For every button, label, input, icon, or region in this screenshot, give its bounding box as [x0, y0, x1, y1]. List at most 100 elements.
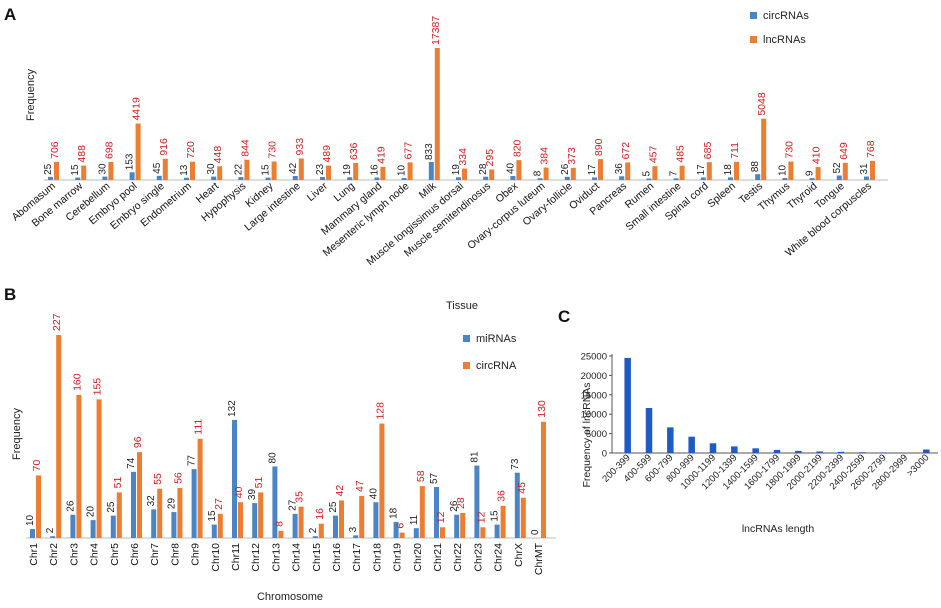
label-lncrnas-thyroid: 410	[811, 146, 823, 164]
label-lncrnas-liver: 489	[321, 145, 333, 163]
bar-mirnas-chr9	[191, 469, 197, 538]
label-circrna-chr5: 51	[112, 477, 124, 489]
label-circrnas-large-intestine: 42	[288, 162, 299, 174]
label-circrnas-kidney: 15	[261, 164, 272, 176]
label-mirnas-chr10: 15	[207, 510, 218, 522]
bar-length-400-599	[645, 407, 653, 453]
label-mirnas-chr5: 25	[106, 501, 117, 513]
bar-circrnas-small-intestine	[673, 178, 679, 180]
bar-circrnas-oviduct	[592, 177, 597, 180]
bar-mirnas-chr19	[393, 521, 399, 538]
bar-lncrnas-ovary-corpus-luteum	[543, 167, 549, 180]
tick-label-chr23: Chr23	[472, 543, 484, 572]
label-circrna-chr13: 8	[273, 521, 285, 527]
tick-label-chr1: Chr1	[28, 543, 40, 566]
label-lncrnas-embryo-single: 916	[158, 138, 170, 156]
bar-circrnas-abomasum	[48, 176, 53, 180]
bar-mirnas-chr3	[70, 514, 76, 538]
bar-circrnas-cerebellum	[102, 176, 108, 180]
label-mirnas-chr20: 11	[409, 514, 420, 525]
label-lncrnas-spleen: 711	[729, 142, 741, 159]
label-lncrnas-embryo-pool: 4419	[131, 97, 143, 121]
bar-circrna-chr13	[278, 530, 284, 538]
tick-label-chr18: Chr18	[371, 543, 383, 572]
panel-a-legend: circRNAs lncRNAs	[750, 10, 809, 46]
bar-lncrnas-spleen	[734, 161, 739, 180]
legend-label-lncrnas: lncRNAs	[763, 34, 806, 46]
label-circrnas-small-intestine: 7	[669, 170, 680, 176]
label-circrnas-embryo-pool: 153	[125, 153, 136, 170]
bar-mirnas-chr2	[50, 536, 56, 538]
bar-circrnas-milk	[428, 162, 434, 180]
label-lncrnas-tongue: 649	[838, 142, 850, 160]
bar-circrna-chr19	[399, 532, 405, 538]
bar-lncrnas-obex	[516, 160, 522, 180]
label-lncrnas-white-blood-corpuscles: 768	[865, 140, 877, 158]
tick-label-chr8: Chr8	[169, 543, 181, 566]
bar-circrnas-mammary-gland	[374, 177, 380, 180]
bar-lncrnas-bone-marrow	[81, 165, 87, 180]
bar-circrna-chr20	[419, 486, 425, 538]
bar-circrnas-thyroid	[809, 178, 815, 180]
bar-lncrnas-heart	[217, 166, 223, 180]
bar-circrnas-white-blood-corpuscles	[864, 176, 869, 180]
label-circrna-chr8: 56	[172, 472, 184, 484]
tick-label-chr5: Chr5	[109, 543, 121, 566]
bar-length-1000-1199	[709, 443, 717, 453]
label-circrna-chr19: 6	[395, 523, 407, 529]
tick-label-spleen: Spleen	[705, 180, 738, 210]
bar-lncrnas-pancreas	[625, 162, 631, 180]
tick-label-3000: >3000	[905, 452, 932, 479]
label-circrna-chr3: 160	[71, 373, 83, 391]
bar-lncrnas-liver	[326, 165, 331, 180]
bar-circrnas-embryo-pool	[129, 172, 135, 180]
label-circrna-chr1: 70	[31, 460, 43, 472]
tick-label-chr11: Chr11	[230, 543, 242, 571]
bar-length-3000	[923, 449, 930, 453]
label-circrna-chrx: 45	[516, 482, 528, 494]
bar-lncrnas-large-intestine	[298, 158, 304, 180]
label-mirnas-chr9: 77	[187, 455, 198, 467]
bar-length-2600-2799	[880, 452, 887, 453]
label-circrna-chr21: 12	[435, 511, 447, 523]
label-circrnas-oviduct: 17	[587, 164, 598, 176]
tick-label-chr6: Chr6	[129, 543, 141, 566]
label-circrna-chr23: 12	[475, 511, 487, 523]
tick-label-chrmt: ChrMT	[533, 542, 545, 575]
label-circrnas-pancreas: 36	[614, 163, 625, 175]
bar-length-600-799	[667, 427, 674, 453]
bar-length-2400-2599	[859, 452, 866, 453]
tick-label-chr3: Chr3	[68, 543, 80, 566]
tick-label-chr16: Chr16	[331, 543, 343, 572]
bar-lncrnas-tongue	[842, 162, 848, 180]
panel-c-xlabel: lncRNAs length	[742, 523, 815, 535]
bar-circrnas-embryo-single	[156, 175, 162, 180]
bar-lncrnas-muscle-semitendinosus	[489, 169, 495, 180]
bar-circrnas-bone-marrow	[75, 177, 81, 180]
label-circrnas-tongue: 52	[832, 162, 843, 174]
label-mirnas-chrmt: 0	[530, 529, 541, 535]
label-lncrnas-kidney: 730	[267, 141, 279, 159]
label-lncrnas-heart: 448	[212, 146, 224, 164]
label-lncrnas-milk: 17387	[430, 16, 442, 45]
y-tick-label-0: 0	[602, 449, 607, 460]
bar-circrnas-hypophysis	[238, 177, 244, 180]
label-lncrnas-muscle-longissimus-dorsai: 334	[457, 148, 469, 166]
bar-mirnas-chr21	[434, 487, 439, 538]
bar-mirnas-chr22	[454, 514, 460, 538]
bar-lncrnas-lung	[353, 163, 359, 180]
label-lncrnas-cerebellum: 698	[103, 141, 115, 159]
label-mirnas-chr23: 81	[469, 451, 480, 463]
bar-circrna-chr8	[177, 487, 183, 538]
label-lncrnas-spinal-cord: 685	[702, 142, 714, 160]
bar-circrna-chr21	[440, 527, 445, 538]
label-circrnas-rumen: 5	[641, 171, 652, 177]
bar-circrna-chr10	[217, 513, 223, 538]
label-lncrnas-mammary-gland: 419	[375, 146, 387, 164]
bar-circrna-chr6	[137, 452, 142, 538]
bar-mirnas-chr16	[333, 515, 338, 538]
bar-mirnas-chr8	[171, 512, 177, 538]
y-tick-label-20000: 20000	[581, 371, 607, 382]
bar-mirnas-chrx	[514, 472, 520, 538]
label-circrnas-endometrium: 13	[179, 164, 190, 176]
